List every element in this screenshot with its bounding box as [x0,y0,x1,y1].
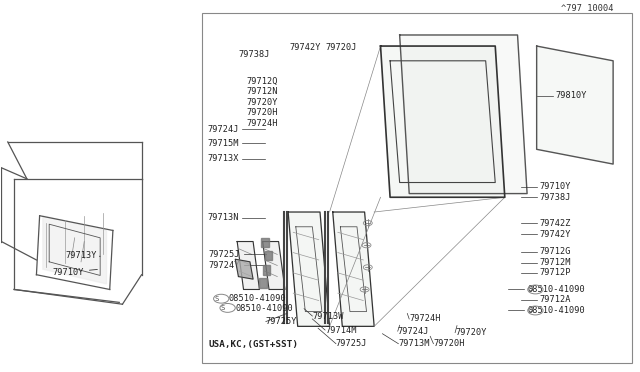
Text: 79725J: 79725J [336,339,367,348]
Bar [202,13,632,363]
Text: 79724H: 79724H [409,314,441,324]
Text: 79725Y: 79725Y [266,317,298,326]
Text: 79714M: 79714M [325,326,356,334]
Polygon shape [333,212,374,326]
Polygon shape [43,216,106,284]
Polygon shape [537,46,613,164]
Text: ^797 10004: ^797 10004 [561,4,613,13]
Text: 79713M: 79713M [398,339,430,348]
Bar [261,238,269,247]
Text: 79738J: 79738J [540,193,572,202]
Text: 79738J: 79738J [239,50,270,59]
Polygon shape [262,241,285,289]
Text: 79712A: 79712A [540,295,572,304]
Text: 79724J: 79724J [397,327,429,336]
Text: 79725J: 79725J [209,250,240,259]
Text: 79720H: 79720H [433,339,465,348]
Text: 79715M: 79715M [207,138,239,148]
Text: S: S [214,296,219,302]
Text: 79713X: 79713X [207,154,239,163]
Polygon shape [399,35,527,193]
Text: 79720Y: 79720Y [455,328,486,337]
Text: 79712G: 79712G [540,247,572,256]
Text: 79742Y: 79742Y [540,230,572,239]
Text: 79742Z: 79742Z [540,219,572,228]
Text: 08510-41090: 08510-41090 [527,285,585,294]
Polygon shape [288,212,330,326]
Text: 79724H: 79724H [246,119,278,128]
Text: 08510-41090: 08510-41090 [527,306,585,315]
Text: 79713N: 79713N [207,213,239,222]
Text: 79724Y: 79724Y [209,261,240,270]
Text: 79712Q: 79712Q [246,77,278,86]
Text: 79710Y: 79710Y [540,182,572,192]
Text: 79720J: 79720J [325,43,356,52]
Bar [264,251,272,260]
Text: 79713Y: 79713Y [65,251,100,260]
Text: 79724J: 79724J [207,125,239,134]
Polygon shape [236,259,253,279]
Polygon shape [237,241,259,289]
Text: 79713W: 79713W [312,311,344,321]
Text: 08510-41090: 08510-41090 [236,304,293,313]
Text: 79712M: 79712M [540,258,572,267]
Text: 79712P: 79712P [540,268,572,278]
Text: 79810Y: 79810Y [556,92,588,100]
Text: 79710Y: 79710Y [52,268,97,277]
Text: 79742Y: 79742Y [289,43,321,52]
Bar [259,278,267,288]
Text: S: S [529,286,532,292]
Text: USA,KC,(GST+SST): USA,KC,(GST+SST) [209,340,298,349]
Text: S: S [221,305,225,311]
Bar [262,266,270,275]
Text: 79720Y: 79720Y [246,97,278,107]
Text: S: S [529,308,532,314]
Text: 79712N: 79712N [246,87,278,96]
Text: 08510-41090: 08510-41090 [229,294,287,303]
Polygon shape [381,46,505,197]
Text: 79720H: 79720H [246,108,278,117]
